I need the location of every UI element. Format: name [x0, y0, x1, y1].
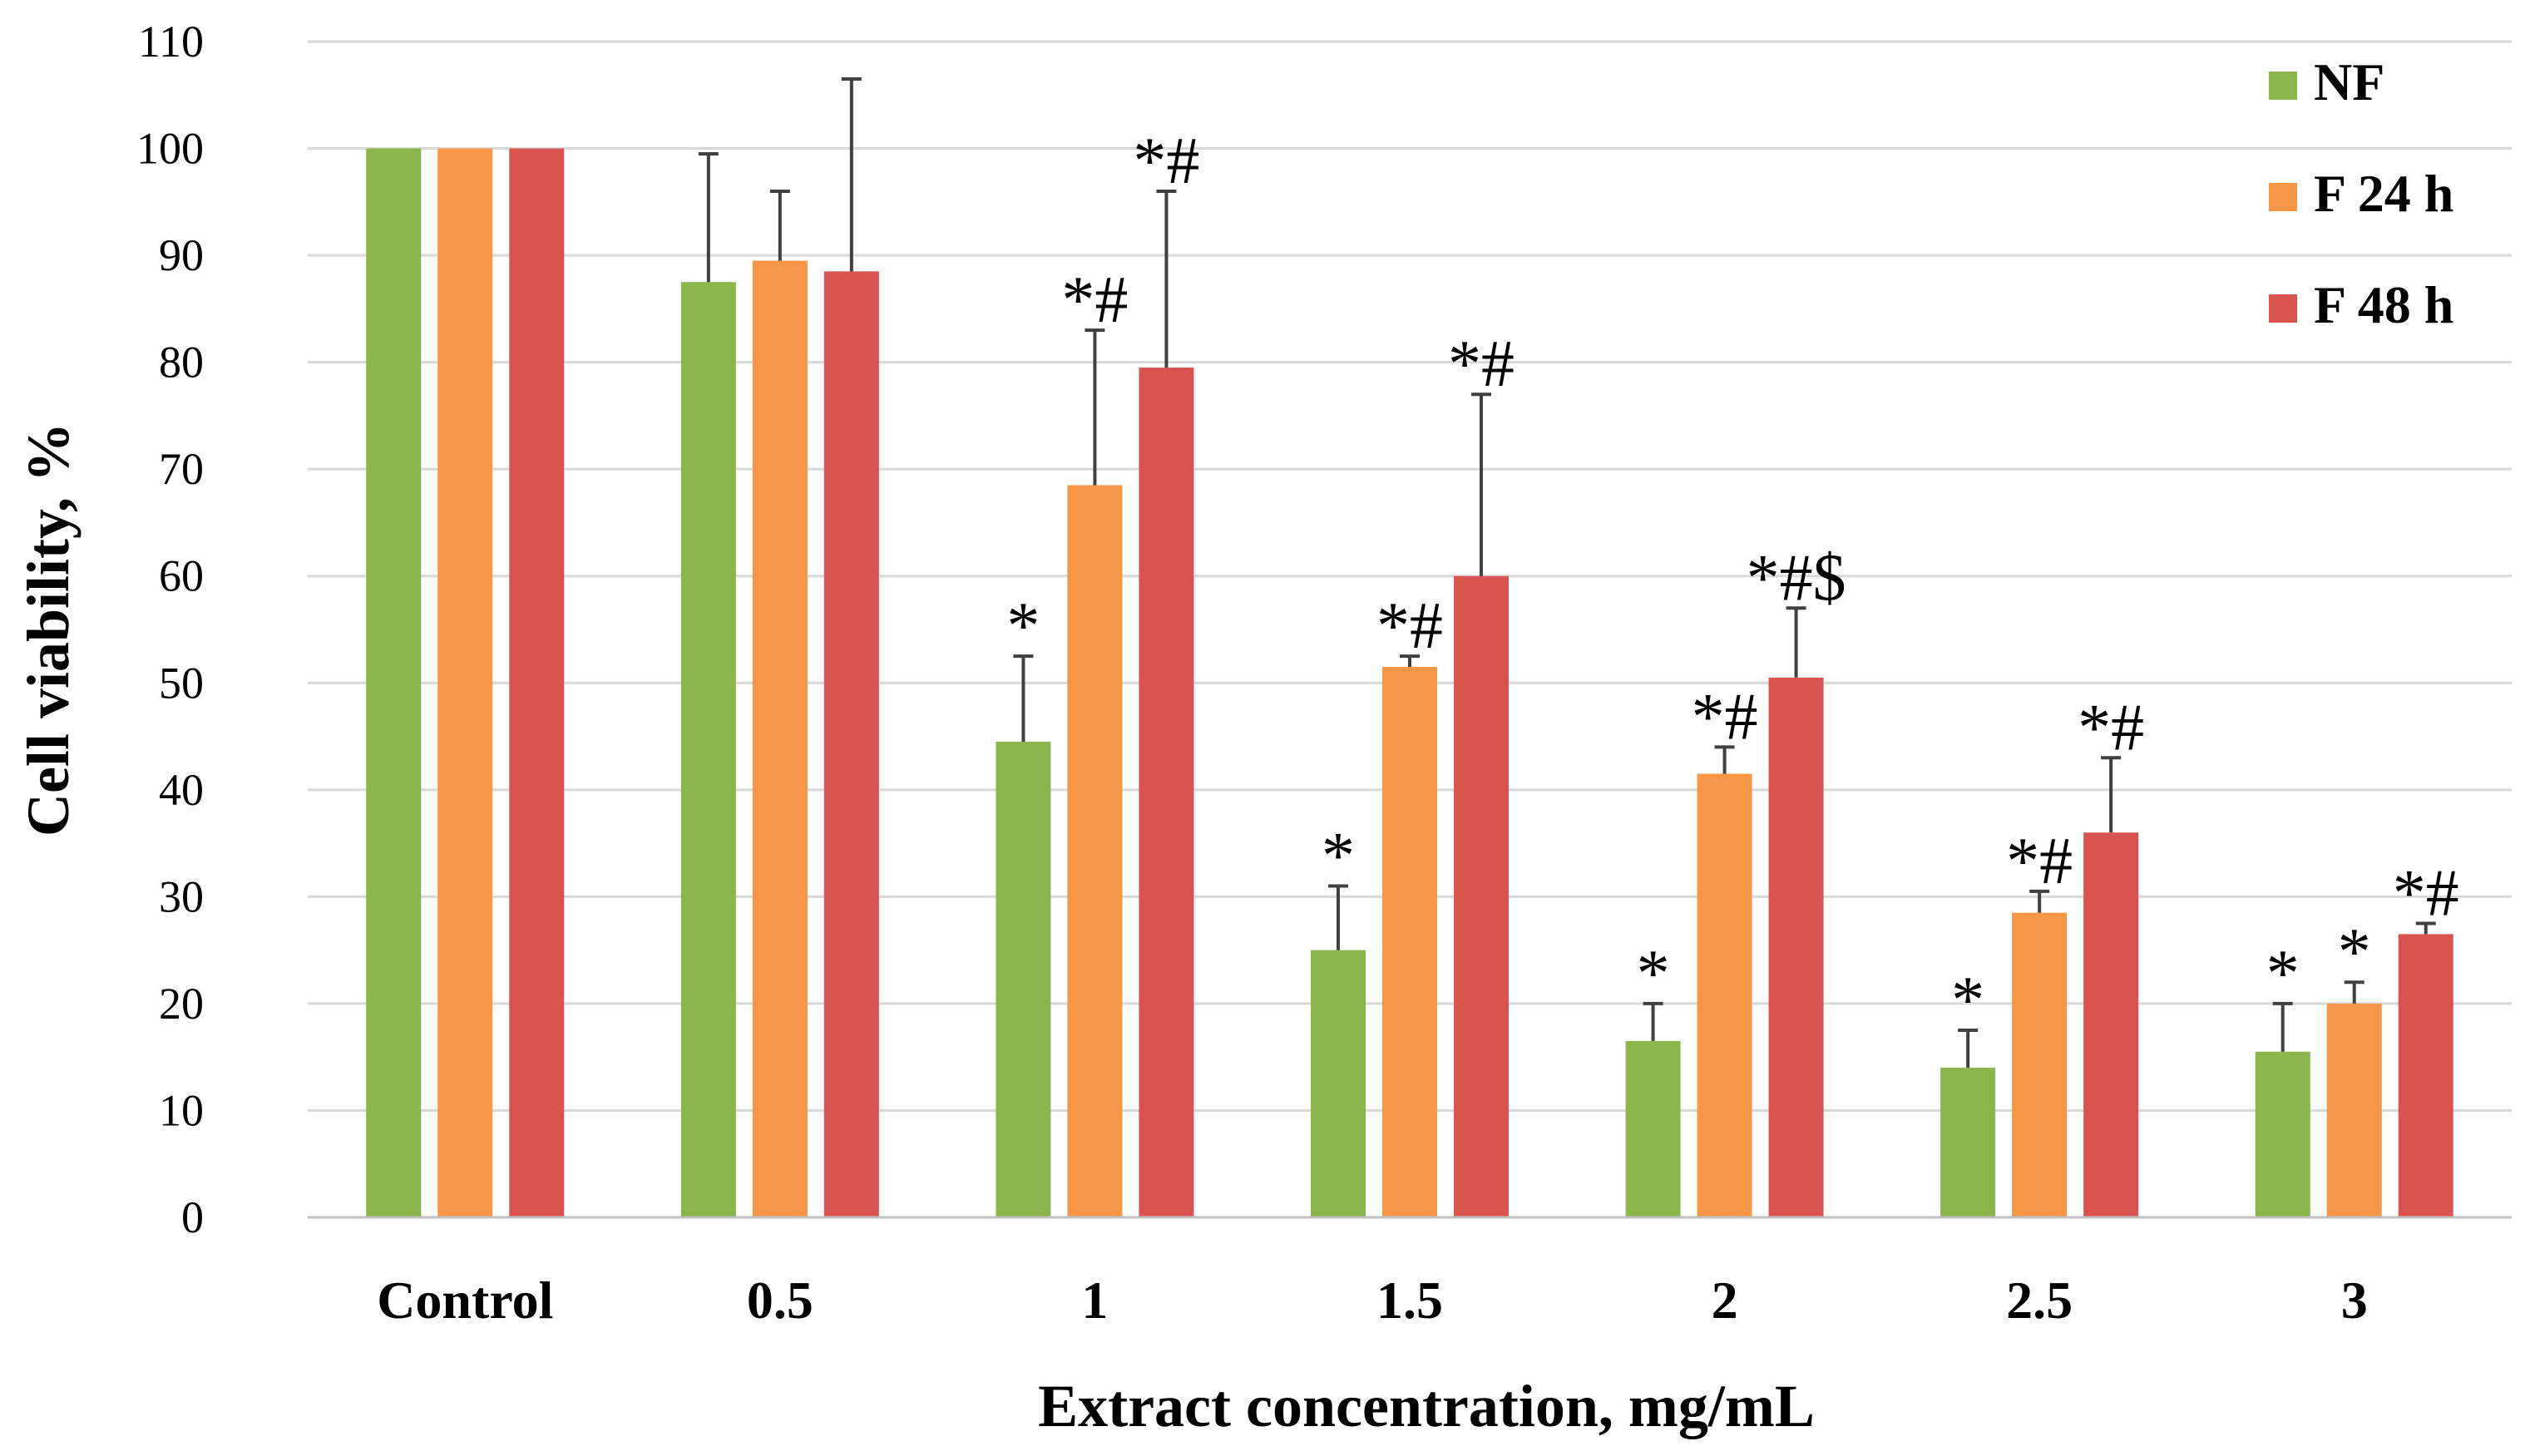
- significance-marker: *: [1322, 820, 1355, 893]
- bar-f-48-h: [2083, 832, 2139, 1217]
- y-tick-label: 40: [159, 765, 204, 815]
- bar-nf: [1311, 950, 1366, 1217]
- bar-f-48-h: [2398, 934, 2453, 1217]
- bar-nf: [996, 741, 1051, 1217]
- y-tick-label: 20: [159, 979, 204, 1029]
- y-tick-label: 30: [159, 871, 204, 921]
- y-tick-label: 50: [159, 658, 204, 708]
- x-category-label: 2.5: [2006, 1271, 2073, 1330]
- x-axis-title: Extract concentration, mg/mL: [1038, 1373, 1815, 1439]
- significance-marker: *: [2266, 937, 2300, 1010]
- bar-f-48-h: [1454, 575, 1509, 1217]
- bar-f-48-h: [1139, 368, 1194, 1218]
- x-category-label: 1: [1081, 1271, 1108, 1330]
- significance-marker: *#: [1448, 328, 1515, 401]
- bar-f-24-h: [1382, 666, 1437, 1217]
- x-category-label: Control: [377, 1271, 553, 1330]
- bar-nf: [2255, 1051, 2310, 1217]
- x-category-labels: Control 0.5 1 1.5 2 2.5 3: [377, 1271, 2368, 1330]
- bars: [366, 148, 2453, 1218]
- bar-f-24-h: [1697, 773, 1752, 1217]
- significance-marker: *: [2338, 916, 2371, 989]
- bar-nf: [366, 148, 422, 1218]
- y-axis-title: Cell viability, %: [15, 422, 82, 837]
- y-tick-labels: 0 10 20 30 40 50 60 70 80 90 100 110: [136, 17, 204, 1242]
- legend-swatch: [2269, 183, 2297, 211]
- y-tick-label: 90: [159, 230, 204, 280]
- significance-marker: *#: [2078, 691, 2144, 764]
- y-tick-label: 110: [138, 17, 204, 67]
- significance-marker: *#$: [1747, 541, 1846, 614]
- legend-swatch: [2269, 72, 2297, 100]
- significance-marker: *#: [1061, 264, 1128, 337]
- bar-nf: [1940, 1068, 1996, 1217]
- y-tick-label: 10: [159, 1085, 204, 1135]
- bar-f-24-h: [2326, 1003, 2382, 1217]
- significance-marker: *#: [1692, 680, 1758, 753]
- significance-marker: *#: [2393, 857, 2459, 930]
- legend-label: NF: [2314, 52, 2384, 111]
- y-tick-label: 100: [136, 124, 204, 174]
- x-category-label: 3: [2341, 1271, 2368, 1330]
- y-tick-label: 0: [181, 1192, 204, 1242]
- x-category-label: 1.5: [1376, 1271, 1443, 1330]
- significance-marker: *: [1637, 937, 1670, 1010]
- bar-f-24-h: [437, 148, 493, 1218]
- bar-f-48-h: [1768, 677, 1824, 1217]
- bar-f-24-h: [2012, 912, 2068, 1217]
- error-bars: [698, 77, 2436, 1069]
- significance-annotations: **#*#**#*#**#*#$**#*#* **#: [1006, 125, 2458, 1037]
- x-category-label: 2: [1712, 1271, 1738, 1330]
- bar-f-48-h: [823, 271, 879, 1217]
- bar-f-24-h: [752, 260, 808, 1217]
- significance-marker: *: [1006, 590, 1040, 663]
- x-category-label: 0.5: [747, 1271, 813, 1330]
- legend-label: F 24 h: [2314, 164, 2453, 223]
- significance-marker: *: [1951, 964, 1984, 1037]
- legend: NF F 24 h F 48 h: [2269, 52, 2453, 334]
- bar-nf: [680, 282, 736, 1217]
- y-tick-label: 60: [159, 551, 204, 601]
- y-tick-label: 70: [159, 444, 204, 494]
- legend-label: F 48 h: [2314, 275, 2453, 334]
- y-tick-label: 80: [159, 338, 204, 387]
- bar-f-48-h: [509, 148, 565, 1218]
- significance-marker: *#: [2006, 825, 2073, 898]
- bar-nf: [1625, 1040, 1681, 1217]
- legend-swatch: [2269, 294, 2297, 323]
- bar-f-24-h: [1067, 485, 1123, 1217]
- significance-marker: *#: [1133, 125, 1199, 198]
- significance-marker: *#: [1376, 590, 1443, 663]
